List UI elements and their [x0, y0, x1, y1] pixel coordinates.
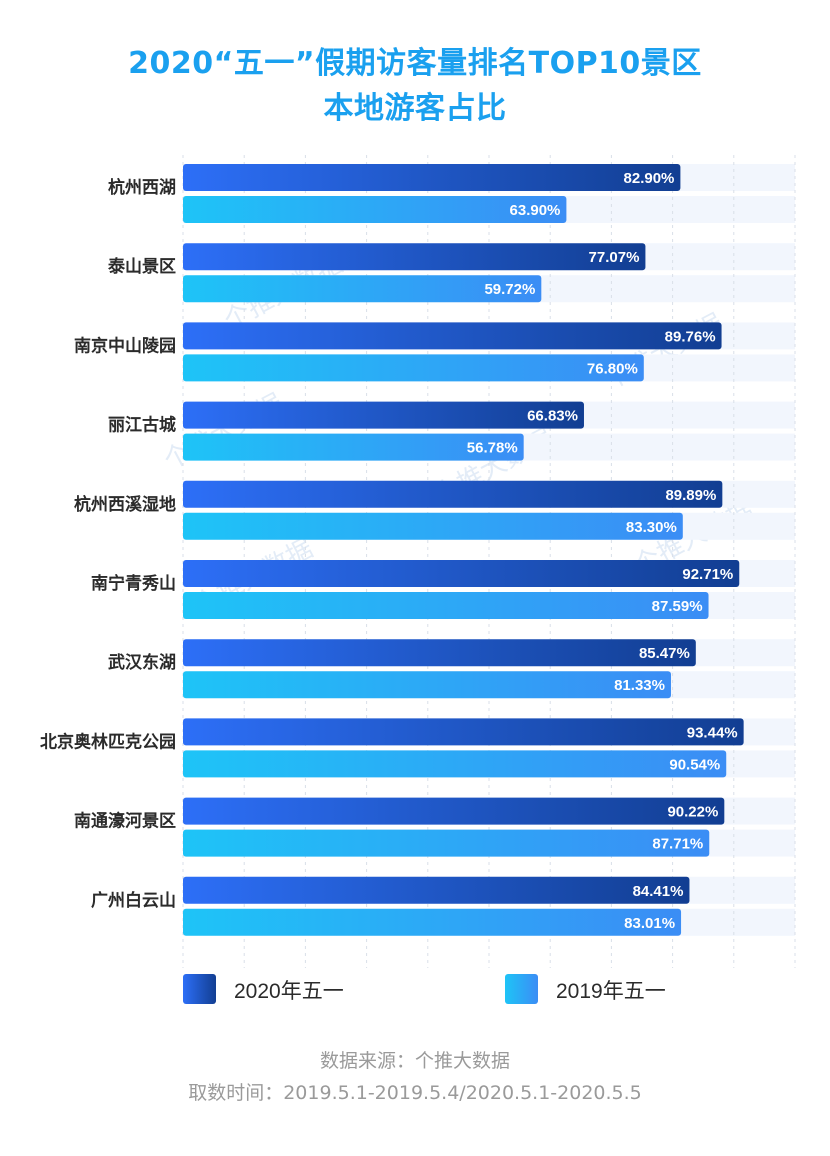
bar-2020: [183, 401, 584, 429]
bar-2019: [183, 433, 524, 461]
value-label-2019: 56.78%: [467, 440, 518, 457]
legend-label-2020: 2020年五一: [234, 980, 344, 1003]
bar-2019: [183, 275, 542, 303]
value-label-2020: 89.76%: [665, 328, 716, 345]
watermark-text: 个推大数据: [599, 308, 728, 396]
value-label-2020: 92.71%: [682, 566, 733, 583]
legend-swatch-2020: [183, 974, 216, 1004]
legend-label-2019: 2019年五一: [556, 980, 666, 1003]
value-label-2019: 63.90%: [510, 202, 561, 219]
value-label-2019: 59.72%: [484, 281, 535, 298]
value-label-2020: 85.47%: [639, 645, 690, 662]
value-label-2020: 77.07%: [589, 249, 640, 266]
category-label: 杭州西溪湿地: [74, 494, 176, 514]
value-label-2020: 89.89%: [665, 487, 716, 504]
bar-chart: 个推大数据个推大数据个推大数据个推大数据个推大数据个推大数据 杭州西湖82.90…: [40, 155, 796, 1004]
watermark-text: 个推大数据: [159, 388, 288, 476]
category-label: 南通濠河景区: [74, 811, 176, 831]
value-label-2019: 90.54%: [669, 756, 720, 773]
category-label: 泰山景区: [108, 256, 176, 276]
legend: 2020年五一 2019年五一: [183, 974, 666, 1004]
category-label: 南京中山陵园: [74, 335, 176, 355]
value-label-2020: 90.22%: [667, 804, 718, 821]
value-label-2019: 83.30%: [626, 519, 677, 536]
legend-swatch-2019: [505, 974, 538, 1004]
category-label: 丽江古城: [108, 415, 176, 435]
category-label: 杭州西湖: [108, 177, 176, 197]
value-label-2020: 84.41%: [633, 883, 684, 900]
bar-2019: [183, 354, 644, 382]
bar-2020: [183, 322, 722, 350]
bar-2020: [183, 797, 725, 825]
bars: 杭州西湖 82.90% 63.90% 泰山景区 77.07% 59.72% 南京中山陵园 89…: [40, 164, 744, 936]
bar-2020: [183, 876, 690, 904]
value-label-2019: 76.80%: [587, 360, 638, 377]
bar-2020: [183, 243, 646, 271]
bar-2019: [183, 671, 671, 699]
bar-2019: [183, 750, 727, 778]
data-source: 数据来源：个推大数据: [319, 1050, 510, 1072]
bar-2020: [183, 560, 740, 587]
category-label: 武汉东湖: [108, 652, 176, 672]
value-label-2019: 87.59%: [652, 598, 703, 615]
chart-title-line-2: 本地游客占比: [323, 91, 507, 126]
bar-2019: [183, 908, 682, 936]
bar-2020: [183, 480, 723, 508]
bar-2019: [183, 196, 567, 223]
value-label-2019: 81.33%: [614, 677, 665, 694]
bar-2020: [183, 718, 744, 746]
bar-2020: [183, 639, 696, 667]
data-period: 取数时间：2019.5.1-2019.5.4/2020.5.1-2020.5.5: [188, 1082, 642, 1104]
bar-2019: [183, 592, 709, 619]
bar-2019: [183, 512, 683, 540]
category-label: 广州白云山: [91, 890, 176, 910]
category-label: 南宁青秀山: [91, 573, 176, 593]
bar-2019: [183, 829, 710, 857]
value-label-2020: 93.44%: [687, 724, 738, 741]
value-label-2020: 82.90%: [624, 170, 675, 187]
value-label-2020: 66.83%: [527, 408, 578, 425]
bar-2020: [183, 164, 681, 191]
value-label-2019: 83.01%: [624, 915, 675, 932]
value-label-2019: 87.71%: [652, 836, 703, 853]
category-label: 北京奥林匹克公园: [40, 731, 176, 751]
chart-title-line-1: 2020“五一”假期访客量排名TOP10景区: [128, 46, 702, 81]
